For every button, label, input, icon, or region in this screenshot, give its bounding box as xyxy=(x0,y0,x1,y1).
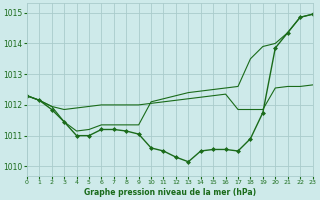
X-axis label: Graphe pression niveau de la mer (hPa): Graphe pression niveau de la mer (hPa) xyxy=(84,188,256,197)
